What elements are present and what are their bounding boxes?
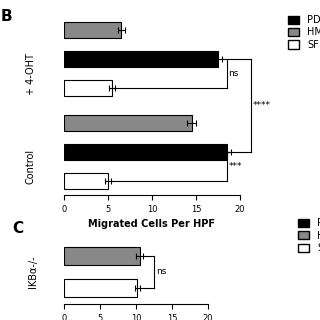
Bar <box>64 51 218 67</box>
Bar <box>64 80 112 96</box>
Bar <box>64 247 140 265</box>
Text: C: C <box>12 221 23 236</box>
Bar <box>64 115 192 131</box>
Text: ns: ns <box>156 268 166 276</box>
Legend: PDGF, HMGB1, SF: PDGF, HMGB1, SF <box>297 217 320 254</box>
Text: ***: *** <box>228 162 242 171</box>
Text: ****: **** <box>252 101 270 110</box>
Bar <box>64 22 121 38</box>
Legend: PDGF, HMGB1, SF: PDGF, HMGB1, SF <box>287 14 320 51</box>
Text: ns: ns <box>228 69 239 78</box>
Bar <box>64 144 227 160</box>
Text: B: B <box>1 9 12 24</box>
Bar <box>64 279 138 297</box>
X-axis label: Migrated Cells Per HPF: Migrated Cells Per HPF <box>89 220 215 229</box>
Bar <box>64 173 108 189</box>
